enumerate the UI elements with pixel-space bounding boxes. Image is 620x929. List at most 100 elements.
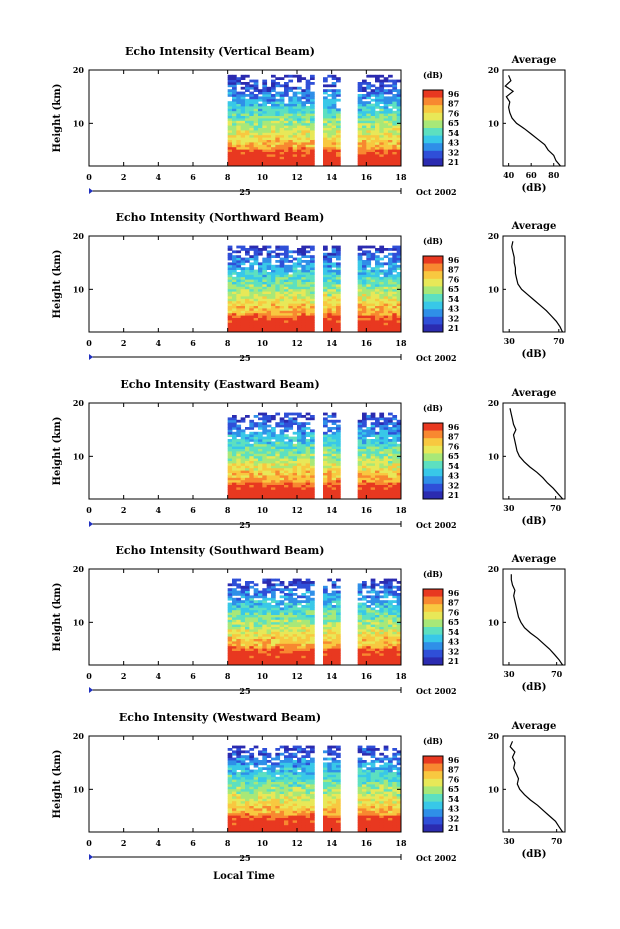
heatmap-cell [266, 612, 272, 615]
heatmap-cell [258, 600, 263, 603]
heatmap-cell [236, 662, 242, 666]
heatmap-cell [396, 641, 402, 644]
heatmap-cell [232, 817, 237, 821]
heatmap-cell [271, 303, 276, 306]
heatmap-cell [383, 322, 389, 326]
heatmap-cell [232, 796, 237, 799]
heatmap-cell [301, 422, 307, 425]
heatmap-cell [288, 279, 294, 282]
heatmap-cell [275, 320, 281, 323]
heatmap-cell [357, 494, 363, 497]
heatmap-cell [232, 422, 237, 425]
heatmap-cell [396, 103, 402, 107]
heatmap-cell [236, 645, 242, 649]
heatmap-cell [392, 491, 398, 495]
heatmap-cell [292, 130, 298, 133]
heatmap-cell [240, 118, 246, 121]
heatmap-cell [297, 424, 302, 428]
heatmap-cell [336, 137, 341, 140]
heatmap-cell [266, 607, 272, 611]
heatmap-cell [262, 626, 268, 630]
heatmap-cell [297, 146, 302, 150]
heatmap-cell [236, 120, 242, 124]
heatmap-cell [258, 465, 263, 469]
heatmap-cell [284, 602, 289, 606]
heatmap-cell [258, 614, 263, 618]
heatmap-cell [271, 86, 276, 90]
heatmap-cell [379, 264, 385, 268]
heatmap-cell [275, 264, 281, 268]
heatmap-cell [392, 475, 398, 478]
heatmap-cell [305, 327, 311, 330]
heatmap-cell [383, 424, 389, 428]
heatmap-cell [331, 142, 337, 145]
heatmap-cell [388, 588, 393, 591]
heatmap-cell [232, 94, 237, 97]
heatmap-cell [271, 626, 276, 630]
heatmap-cell [262, 118, 268, 121]
heatmap-cell [245, 300, 250, 304]
heatmap-cell [331, 657, 337, 661]
heatmap-cell [288, 465, 294, 469]
heatmap-cell [284, 429, 289, 433]
heatmap-cell [284, 300, 289, 304]
heatmap-cell [236, 472, 242, 476]
heatmap-cell [379, 98, 385, 102]
heatmap-cell [227, 752, 233, 756]
heatmap-cell [388, 431, 393, 435]
heatmap-cell [375, 597, 380, 601]
heatmap-cell [279, 595, 285, 599]
heatmap-cell [305, 279, 311, 282]
heatmap-cell [262, 310, 268, 314]
heatmap-cell [284, 619, 289, 623]
heatmap-cell [370, 431, 376, 435]
heatmap-cell [375, 417, 380, 421]
heatmap-cell [370, 327, 376, 330]
heatmap-cell [362, 489, 367, 493]
heatmap-cell [305, 585, 311, 589]
heatmap-cell [271, 276, 276, 280]
heatmap-cell [227, 796, 233, 799]
heatmap-cell [236, 274, 242, 278]
x-tick-label: 16 [361, 338, 373, 348]
heatmap-cell [362, 322, 367, 326]
heatmap-cell [357, 643, 363, 647]
heatmap-cell [375, 315, 380, 318]
heatmap-cell [383, 284, 389, 287]
heatmap-cell [375, 94, 380, 97]
heatmap-cell [245, 487, 250, 490]
heatmap-cell [253, 455, 259, 459]
heatmap-cell [249, 643, 255, 647]
heatmap-cell [249, 110, 255, 114]
heatmap-cell [327, 427, 333, 430]
heatmap-cell [262, 653, 268, 656]
heatmap-cell [232, 648, 237, 651]
heatmap-cell [297, 327, 302, 330]
heatmap-cell [249, 808, 255, 811]
heatmap-cell [253, 262, 259, 266]
heatmap-cell [245, 484, 250, 488]
heatmap-cell [258, 264, 263, 268]
heatmap-cell [310, 600, 315, 603]
heatmap-cell [249, 106, 255, 109]
heatmap-cell [396, 612, 402, 615]
heatmap-cell [392, 269, 398, 273]
date-label: Oct 2002 [416, 353, 457, 363]
heatmap-cell [249, 595, 255, 599]
heatmap-cell [327, 446, 333, 449]
heatmap-cell [357, 293, 363, 297]
heatmap-cell [258, 436, 263, 440]
heatmap-cell [240, 636, 246, 639]
heatmap-cell [331, 614, 337, 618]
heatmap-cell [271, 310, 276, 314]
heatmap-cell [253, 127, 259, 131]
heatmap-cell [392, 465, 398, 469]
heatmap-cell [253, 463, 259, 466]
heatmap-cell [232, 455, 237, 459]
heatmap-cell [357, 583, 363, 587]
colorbar-tick-label: 76 [448, 607, 460, 617]
heatmap-cell [297, 163, 302, 167]
heatmap-cell [383, 77, 389, 80]
x-tick-label: 10 [257, 338, 269, 348]
heatmap-cell [271, 298, 276, 302]
